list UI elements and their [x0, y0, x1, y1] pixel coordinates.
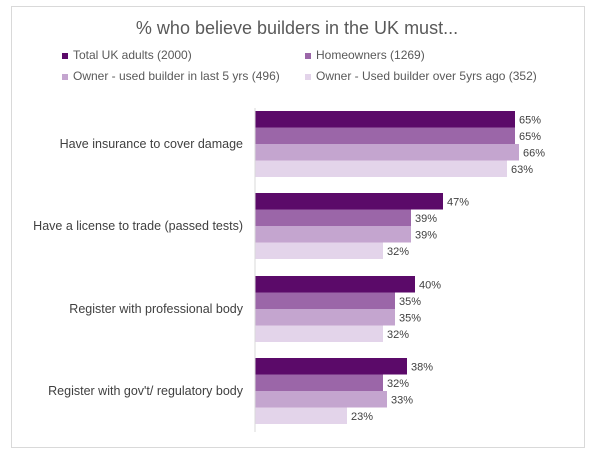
legend-swatch-2	[305, 53, 311, 59]
bar-4-2	[255, 374, 383, 391]
bar-2-4	[255, 242, 383, 259]
data-label-2-2: 39%	[415, 213, 437, 225]
data-label-3-2: 35%	[399, 296, 421, 308]
data-label-4-3: 33%	[391, 394, 413, 406]
legend-swatch-4	[305, 74, 311, 80]
bar-4-3	[255, 391, 387, 408]
legend-label-1: Total UK adults (2000)	[73, 48, 192, 62]
data-label-4-1: 38%	[411, 361, 433, 373]
data-label-1-1: 65%	[519, 114, 541, 126]
data-label-4-2: 32%	[387, 378, 409, 390]
category-label-1: Have insurance to cover damage	[60, 137, 243, 151]
data-label-1-4: 63%	[511, 164, 533, 176]
bar-1-4	[255, 160, 507, 177]
bar-4-1	[255, 358, 407, 375]
bar-2-1	[255, 193, 443, 210]
data-label-2-1: 47%	[447, 196, 469, 208]
data-label-1-3: 66%	[523, 147, 545, 159]
chart-title: % who believe builders in the UK must...	[136, 18, 458, 38]
bar-2-2	[255, 209, 411, 226]
legend: Total UK adults (2000) Homeowners (1269) O…	[62, 48, 537, 83]
category-label-2: Have a license to trade (passed tests)	[33, 219, 243, 233]
bar-2-3	[255, 226, 411, 243]
bar-3-1	[255, 276, 415, 293]
legend-label-4: Owner - Used builder over 5yrs ago (352)	[316, 69, 537, 83]
bar-3-3	[255, 309, 395, 326]
data-label-2-4: 32%	[387, 246, 409, 258]
data-label-3-4: 32%	[387, 329, 409, 341]
data-label-3-3: 35%	[399, 312, 421, 324]
data-label-2-3: 39%	[415, 229, 437, 241]
legend-swatch-1	[62, 53, 68, 59]
bar-3-2	[255, 292, 395, 309]
bar-1-1	[255, 111, 515, 128]
category-label-4: Register with gov't/ regulatory body	[48, 384, 244, 398]
bar-4-4	[255, 407, 347, 424]
legend-label-3: Owner - used builder in last 5 yrs (496)	[73, 69, 280, 83]
legend-swatch-3	[62, 74, 68, 80]
bar-1-2	[255, 127, 515, 144]
bar-3-4	[255, 325, 383, 342]
legend-label-2: Homeowners (1269)	[316, 48, 425, 62]
data-label-1-2: 65%	[519, 131, 541, 143]
bars: 65%65%66%63%47%39%39%32%40%35%35%32%38%3…	[255, 111, 545, 424]
category-label-3: Register with professional body	[69, 302, 243, 316]
data-label-4-4: 23%	[351, 411, 373, 423]
bar-1-3	[255, 144, 519, 161]
category-labels: Have insurance to cover damage Have a lic…	[33, 137, 244, 398]
data-label-3-1: 40%	[419, 279, 441, 291]
